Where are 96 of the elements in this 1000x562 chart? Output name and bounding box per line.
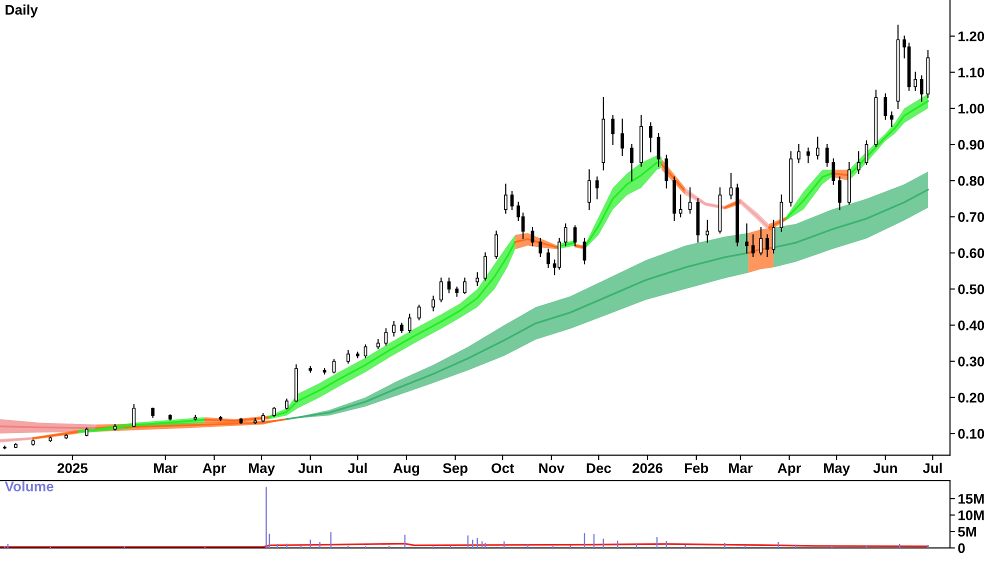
candlestick [582,238,586,264]
x-tick-label: Apr [202,463,226,476]
candlestick [688,187,692,214]
candlestick [838,176,842,210]
candlestick [772,220,776,254]
x-tick-label: Nov [539,463,564,474]
x-tick-label: Jul [922,462,942,474]
x-tick-label: Apr [778,463,802,476]
x-tick-label: Oct [492,463,514,474]
candlestick [832,158,836,185]
candlestick [816,136,820,160]
candlestick [706,220,710,243]
y-tick-label: 1.10 [958,68,984,78]
x-tick-label: May [248,463,275,476]
candlestick [620,118,624,156]
candlestick [745,223,748,254]
candlestick [766,234,769,258]
candlestick [884,93,888,120]
candlestick [484,252,487,281]
x-tick-label: Sep [442,463,468,476]
candlestick [797,144,800,164]
y-tick-label: 0.20 [958,392,984,403]
y-tick-label: 0.10 [958,428,984,439]
candlestick [455,286,459,297]
y-tick-label: 0.90 [958,140,984,150]
candlestick [417,304,421,320]
candlestick [494,230,498,259]
candlestick [588,169,591,210]
candlestick [759,227,763,256]
candlestick [3,446,6,450]
candlestick [648,122,652,152]
x-tick-label: Aug [393,463,420,476]
x-tick-label: Mar [154,463,178,474]
x-tick-label: 2025 [58,463,88,474]
x-tick-label: Jul [348,462,367,474]
candlestick [504,184,508,214]
candlestick [332,358,336,374]
y-tick-label: 1.20 [958,31,984,42]
candlestick [463,278,466,294]
x-tick-label: May [824,463,850,476]
candlestick [920,75,924,102]
candlestick [510,190,514,210]
chart-title: Daily [6,4,38,18]
candlestick [346,350,350,364]
y-tick-label: 5M [958,526,976,537]
candlestick [408,314,412,333]
y-tick-label: 0 [958,543,965,554]
x-tick-label: 2026 [632,463,662,474]
candlestick [564,223,568,246]
candlestick [447,278,451,294]
candlestick [476,272,480,286]
x-tick-label: Dec [586,463,612,474]
x-tick-label: Mar [729,463,753,474]
candlestick [678,194,682,218]
candlestick [530,227,534,246]
candlestick [751,234,755,258]
candlestick [384,328,388,346]
candlestick [630,144,634,182]
y-tick-label: 0.30 [958,356,984,366]
candlestick [864,140,868,165]
y-tick-label: 10M [958,510,984,520]
candlestick [573,225,577,246]
y-tick-label: 0.40 [958,320,984,330]
candlestick [825,144,829,167]
candlestick [132,404,136,427]
candlestick [538,238,542,258]
candlestick [856,151,860,174]
candlestick [254,418,257,424]
x-tick-label: Feb [684,462,708,474]
candlestick [376,339,380,350]
candlestick [285,398,288,410]
y-tick-label: 0.70 [958,212,984,222]
y-tick-label: 15M [958,494,984,504]
candlestick [439,278,443,302]
y-tick-label: 0.60 [958,248,984,258]
y-tick-label: 0.80 [958,176,984,186]
candlestick [611,115,615,146]
candlestick [595,176,599,200]
candlestick [656,133,660,167]
candlestick [432,296,435,312]
x-tick-label: Jun [873,463,897,474]
candlestick [664,154,668,188]
candlestick [400,322,404,333]
candlestick [151,408,154,418]
chart-title: Volume [4,481,54,492]
candlestick [364,344,368,358]
candlestick [729,172,733,200]
candlestick [546,248,550,268]
line-series [95,418,288,430]
x-tick-label: Jun [298,463,322,474]
candlestick [806,148,810,164]
y-tick-label: 0.50 [958,284,984,294]
candlestick [890,111,894,128]
candlestick [392,320,396,337]
candlestick [914,72,918,91]
y-tick-label: 1.00 [958,104,984,114]
